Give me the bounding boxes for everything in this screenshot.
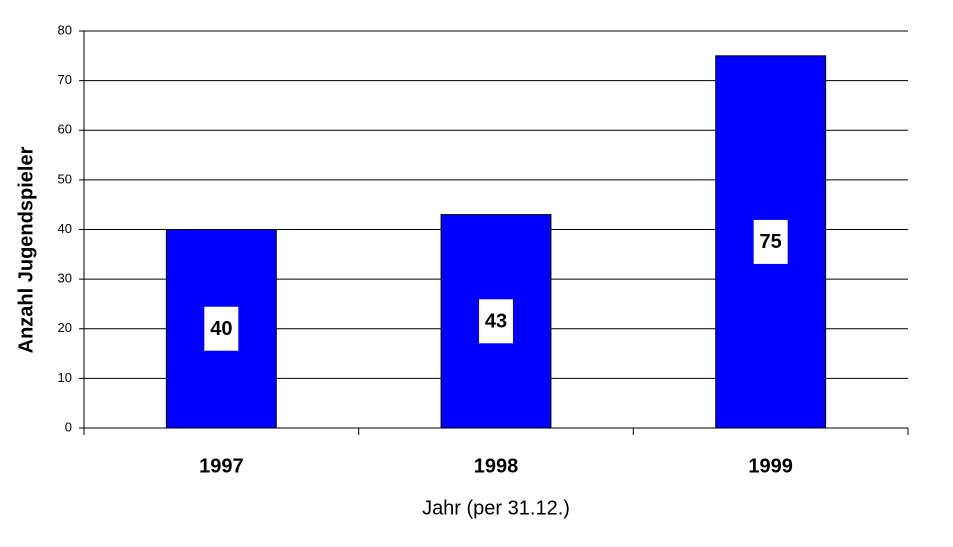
value-label: 40 bbox=[210, 318, 232, 340]
value-label-box bbox=[753, 219, 788, 264]
y-axis-label: Anzahl Jugendspieler bbox=[15, 146, 37, 353]
y-tick-label: 60 bbox=[58, 122, 72, 137]
value-label-box bbox=[204, 306, 239, 351]
value-label: 43 bbox=[485, 311, 507, 333]
x-axis-label: Jahr (per 31.12.) bbox=[422, 497, 570, 519]
x-tick-label: 1997 bbox=[199, 455, 244, 477]
y-tick-label: 40 bbox=[58, 221, 72, 236]
y-tick-label: 10 bbox=[58, 370, 72, 385]
x-tick-label: 1998 bbox=[474, 455, 519, 477]
y-tick-label: 80 bbox=[58, 22, 72, 37]
y-tick-label: 50 bbox=[58, 171, 72, 186]
x-tick-label: 1999 bbox=[748, 455, 793, 477]
y-tick-label: 70 bbox=[58, 72, 72, 87]
value-label: 75 bbox=[760, 231, 782, 253]
y-tick-label: 20 bbox=[58, 320, 72, 335]
y-tick-label: 0 bbox=[65, 419, 72, 434]
value-label-box bbox=[479, 299, 513, 344]
y-tick-label: 30 bbox=[58, 271, 72, 286]
